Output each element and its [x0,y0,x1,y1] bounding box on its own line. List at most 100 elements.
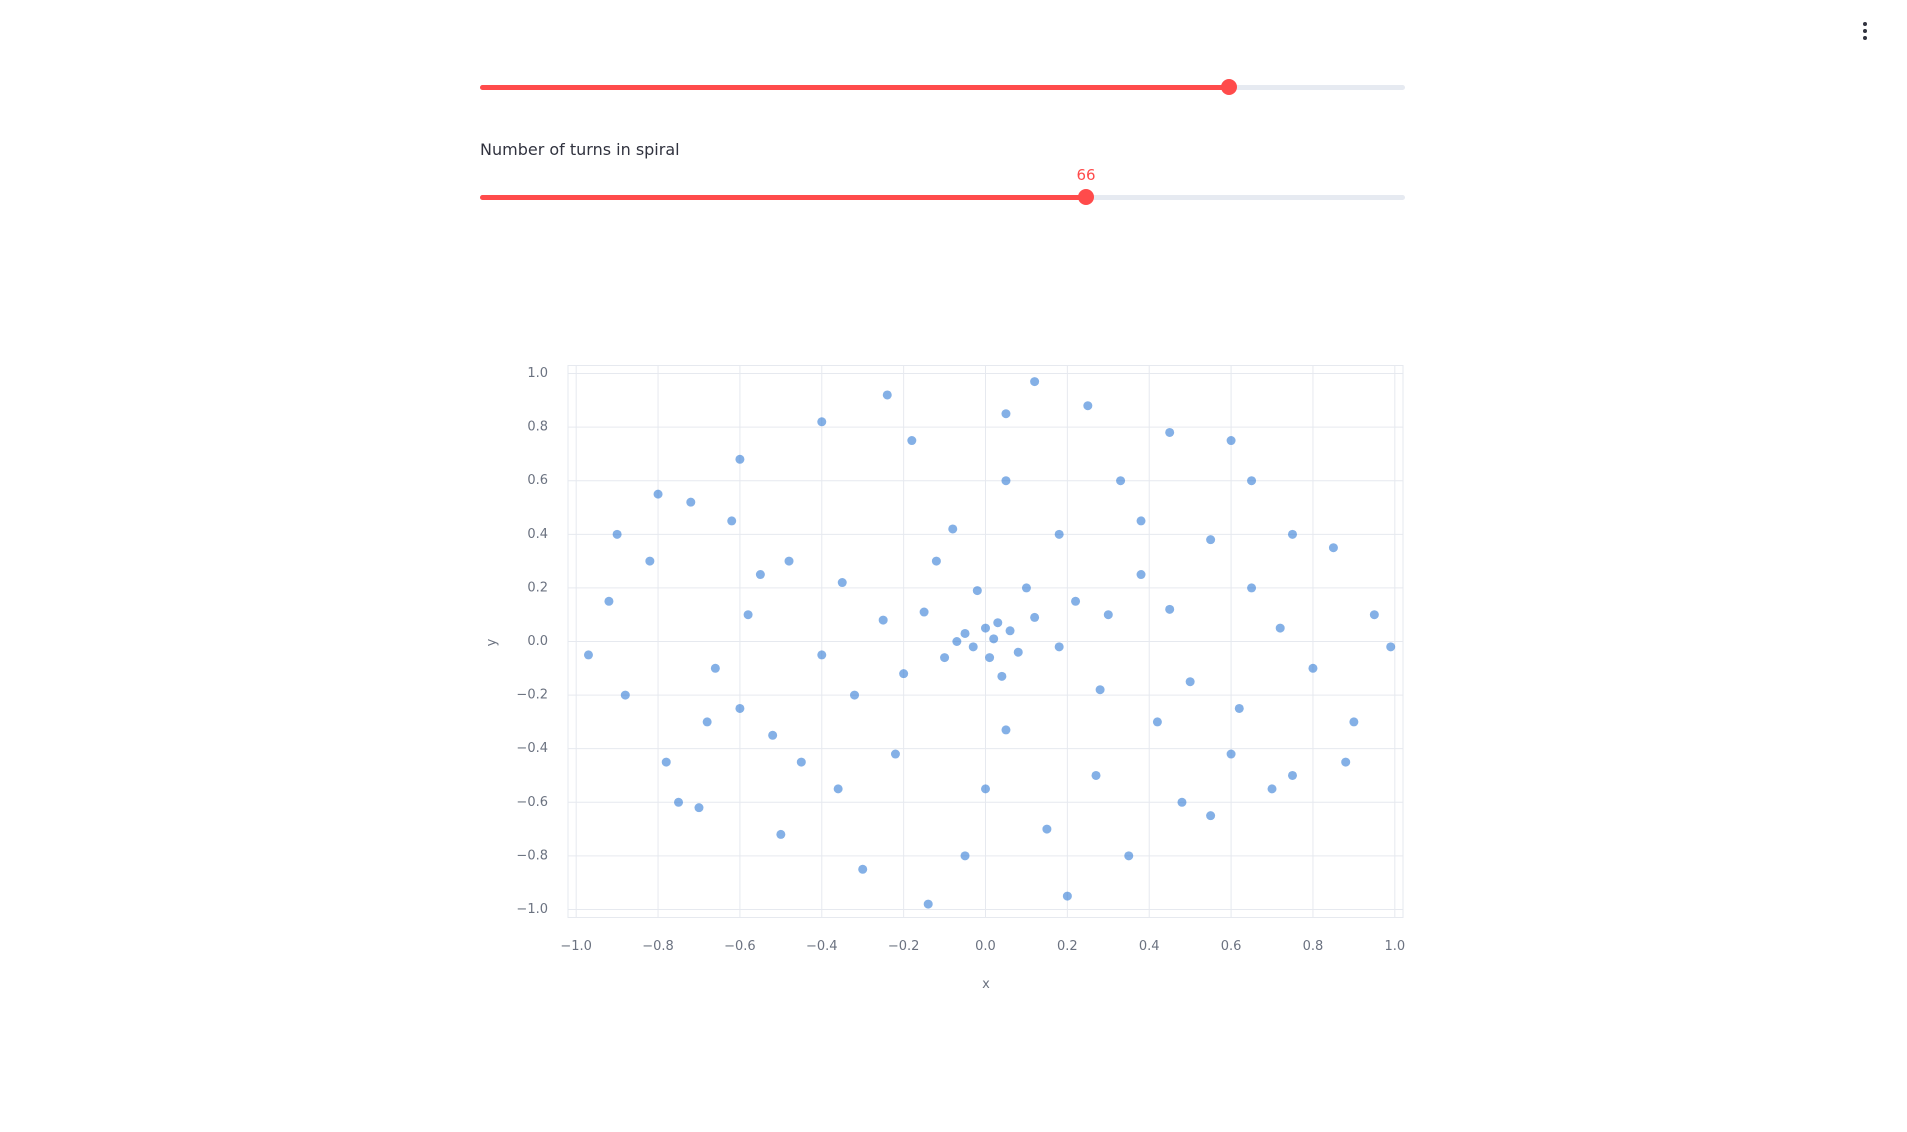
y-tick-label: −0.4 [516,741,548,756]
x-axis-title: x [982,977,990,992]
point [1001,725,1011,735]
point [1206,811,1216,821]
point [923,899,933,909]
point [1116,476,1126,486]
point [1083,401,1093,411]
point [1275,623,1285,633]
point [1349,717,1359,727]
slider-track[interactable] [480,189,1405,205]
y-tick-label: 1.0 [527,366,548,381]
point [817,417,827,427]
point [620,690,630,700]
slider-thumb[interactable] [1077,189,1094,205]
point [960,628,970,638]
point [1185,677,1195,687]
point [727,516,737,526]
page: Number of turns in spiral 66 x y −1.0 −0.… [480,20,1872,992]
point [1386,642,1396,652]
point [940,653,950,663]
point [661,757,671,767]
point [1062,891,1072,901]
point [796,757,806,767]
point [694,803,704,813]
x-tick-label: 0.8 [1303,939,1324,954]
slider-thumb[interactable] [1221,79,1238,95]
slider-label: Number of turns in spiral [480,140,680,159]
point [1071,596,1081,606]
point [993,618,1003,628]
point [1013,647,1023,657]
x-tick-label: 0.6 [1221,939,1242,954]
point [1247,476,1257,486]
point [735,454,745,464]
point [1054,529,1064,539]
point [1001,409,1011,419]
y-tick-label: −0.8 [516,848,548,863]
point [1030,612,1040,622]
slider-fill [480,195,1086,200]
point [972,586,982,596]
point [1042,824,1052,834]
point [645,556,655,566]
y-tick-label: 0.2 [527,580,548,595]
y-tick-label: 0.4 [527,527,548,542]
point [1030,377,1040,387]
point [1234,703,1244,713]
y-tick-label: 0.8 [527,420,548,435]
point [850,690,860,700]
point [907,436,917,446]
point [833,784,843,794]
point [1054,642,1064,652]
point [890,749,900,759]
x-tick-label: 0.2 [1057,939,1078,954]
y-tick-label: −1.0 [516,902,548,917]
slider-track[interactable] [480,79,1405,95]
point [1226,749,1236,759]
point [1287,529,1297,539]
point [702,717,712,727]
point [612,529,622,539]
point [882,390,892,400]
point [653,489,663,499]
point [1247,583,1257,593]
menu-button[interactable] [1858,20,1872,44]
point [1206,535,1216,545]
point [837,578,847,588]
y-axis-title: y [485,638,500,646]
point [1091,770,1101,780]
point [1021,583,1031,593]
point [948,524,958,534]
point [919,607,929,617]
y-tick-label: −0.2 [516,688,548,703]
point [960,851,970,861]
point [817,650,827,660]
point [1287,770,1297,780]
y-tick-label: 0.0 [527,634,548,649]
x-tick-label: 0.4 [1139,939,1160,954]
point [1095,685,1105,695]
slider-value: 66 [1076,166,1096,184]
point [768,730,778,740]
point [583,650,593,660]
x-tick-label: −0.6 [724,939,756,954]
point [735,703,745,713]
point [1308,663,1318,673]
point [981,623,990,633]
point [997,671,1007,681]
point [1165,604,1175,614]
x-tick-label: −1.0 [560,939,592,954]
point [968,642,978,652]
x-tick-label: 0.0 [975,939,996,954]
point [981,784,990,794]
x-tick-label: −0.4 [806,939,838,954]
point [1177,797,1187,807]
point [858,864,868,874]
chart: x y −1.0 −0.8 −0.6 −0.4 −0.2 0.0 0.2 0.4 0.6 0.8 1… [485,365,1405,992]
point [1103,610,1113,620]
x-tick-label: 1.0 [1384,939,1405,954]
point [952,637,962,646]
point [784,556,794,566]
y-tick-label: 0.6 [527,473,548,488]
point [1152,717,1162,727]
x-tick-label: −0.8 [642,939,674,954]
